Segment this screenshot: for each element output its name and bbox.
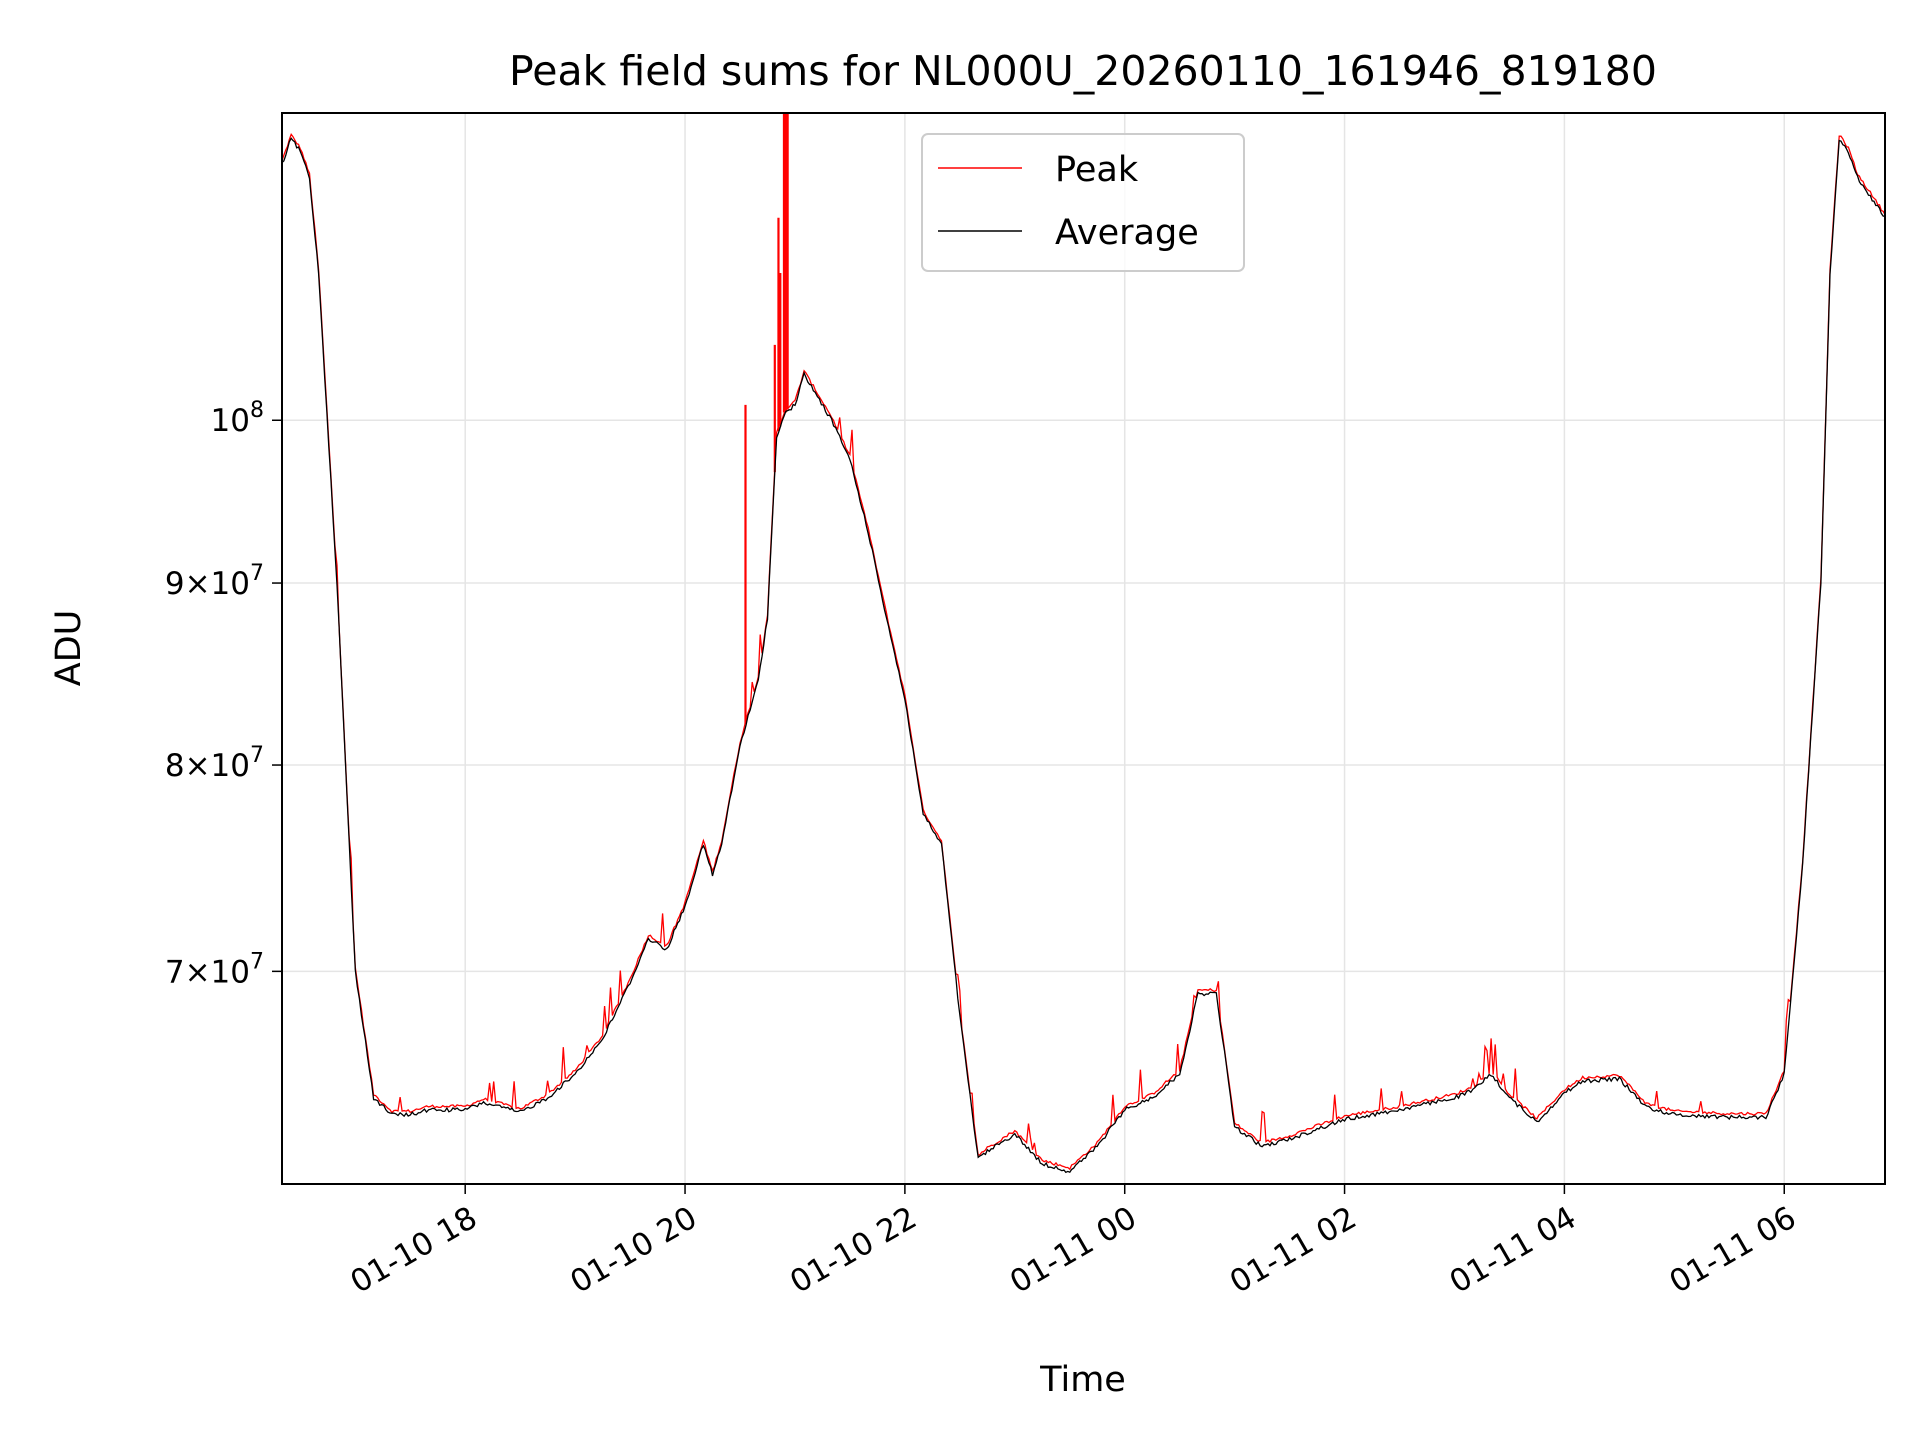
legend: Peak Average: [921, 133, 1245, 272]
plot-area-frame: [281, 112, 1886, 1185]
y-tick-label: 8×107: [165, 743, 264, 784]
y-tick-label: 9×107: [165, 561, 264, 602]
y-tick-label: 108: [211, 398, 264, 439]
chart-title: Peak field sums for NL000U_20260110_1619…: [509, 47, 1657, 95]
legend-label-average: Average: [1055, 213, 1199, 253]
grid: [282, 113, 1885, 1184]
y-axis-label: ADU: [49, 610, 89, 687]
x-axis-label: Time: [1039, 1360, 1126, 1400]
y-tick-label: 7×107: [165, 949, 264, 990]
legend-label-peak: Peak: [1055, 150, 1139, 190]
series-peak-line: [281, 132, 1886, 1171]
plot-series: [281, 113, 1886, 1174]
y-axis-ticks: 7×107 8×107 9×107 108: [165, 398, 282, 990]
series-average-line: [281, 137, 1886, 1174]
